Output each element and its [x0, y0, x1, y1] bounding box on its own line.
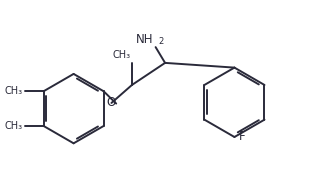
Text: F: F: [239, 131, 246, 143]
Text: O: O: [106, 96, 116, 109]
Text: CH₃: CH₃: [5, 121, 23, 131]
Text: 2: 2: [158, 37, 163, 46]
Text: NH: NH: [136, 32, 153, 46]
Text: CH₃: CH₃: [112, 50, 130, 60]
Text: CH₃: CH₃: [5, 86, 23, 96]
